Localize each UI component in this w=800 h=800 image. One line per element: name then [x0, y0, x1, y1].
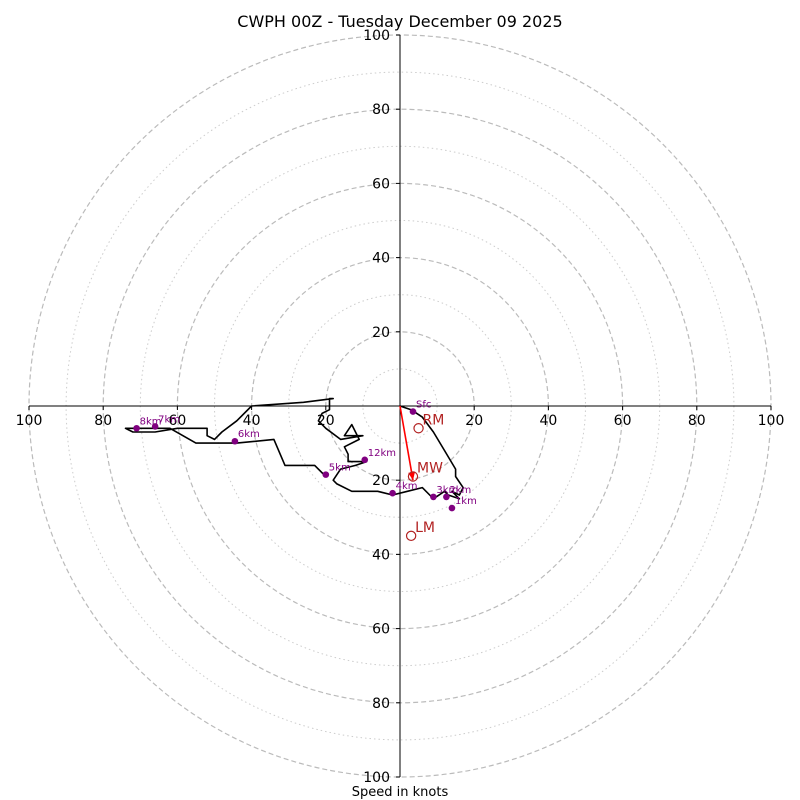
height-marker-label: 8km — [140, 416, 162, 427]
y-tick-label: 60 — [372, 622, 390, 638]
x-tick-label: 60 — [168, 413, 186, 429]
x-tick-label: 40 — [243, 413, 261, 429]
x-axis-label: Speed in knots — [352, 785, 449, 800]
height-marker-dot — [443, 493, 450, 501]
height-marker-dot — [361, 456, 369, 464]
storm-motions: RM MW LM — [405, 412, 445, 542]
height-marker-dot — [322, 471, 330, 478]
y-tick-label: 20 — [372, 473, 390, 489]
y-tick-label: 40 — [372, 251, 390, 267]
x-tick-label: 60 — [614, 413, 632, 429]
chart-title: CWPH 00Z - Tuesday December 09 2025 — [237, 12, 562, 31]
x-tick-label: 20 — [317, 413, 335, 429]
height-marker-dot — [389, 489, 396, 497]
shear-vector — [399, 405, 416, 481]
height-marker-label: 3km — [436, 485, 458, 496]
height-marker-label: 7km — [158, 414, 180, 425]
shear-vector-arrowhead — [408, 471, 416, 481]
x-tick-label: 80 — [94, 413, 112, 429]
wind-trace-line — [124, 397, 464, 500]
height-marker-dot — [231, 437, 239, 445]
x-tick-label: 100 — [16, 413, 43, 429]
x-tick-label: 100 — [758, 413, 785, 429]
wind-trace — [124, 397, 464, 500]
y-tick-label: 40 — [372, 547, 390, 563]
tick-labels: 100 80 60 40 20 20 40 60 80 100 100 80 60 40 20 20 40 60 8… — [16, 28, 785, 786]
height-marker-label: 6km — [238, 429, 260, 440]
height-marker-dot — [430, 493, 437, 501]
storm-motion-marker — [413, 423, 424, 434]
height-marker-dot — [409, 408, 417, 415]
y-tick-label: 80 — [372, 102, 390, 118]
x-tick-label: 20 — [465, 413, 483, 429]
storm-motion-label: MW — [417, 460, 443, 476]
height-marker-dot — [151, 423, 159, 430]
storm-motion-label: LM — [415, 520, 435, 536]
storm-motion-label: RM — [423, 412, 445, 428]
y-tick-label: 20 — [372, 325, 390, 341]
storm-motion-marker — [407, 471, 419, 482]
y-tick-label: 60 — [372, 176, 390, 192]
height-marker-dot — [133, 424, 140, 432]
y-tick-label: 100 — [363, 770, 390, 786]
y-tick-label: 100 — [363, 28, 390, 44]
shear-vector-line — [399, 405, 414, 481]
height-marker-label: 2km — [449, 485, 471, 496]
storm-motion-marker — [405, 530, 417, 542]
height-marker-label: 5km — [329, 463, 351, 474]
x-tick-label: 40 — [539, 413, 557, 429]
height-marker-label: 1km — [455, 496, 477, 507]
height-marker-label: Sfc — [416, 400, 431, 411]
x-tick-label: 80 — [688, 413, 706, 429]
height-marker-label: 4km — [396, 481, 418, 492]
height-marker-dot — [448, 504, 456, 512]
y-tick-label: 80 — [372, 696, 390, 712]
height-marker-label: 12km — [368, 448, 396, 459]
